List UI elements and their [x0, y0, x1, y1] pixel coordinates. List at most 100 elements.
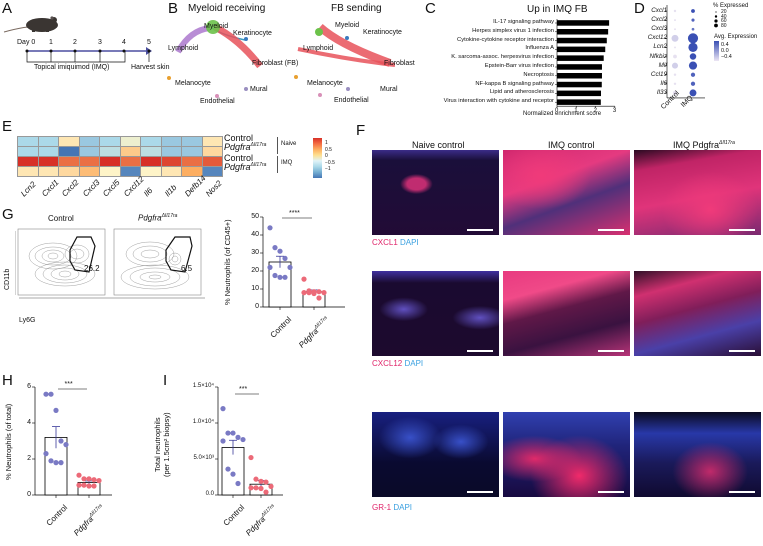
- harvest-label: Harvest skin: [131, 64, 170, 71]
- f-stain-label-cxcl12: CXCL12 DAPI: [372, 359, 424, 368]
- e-colorbar: [313, 138, 322, 178]
- panel-d-label: D: [634, 0, 645, 17]
- d-gene-label: Mif: [658, 61, 667, 69]
- e-group-naive: Naive: [281, 141, 297, 147]
- c-category-label: Virus interaction with cytokine and rece…: [443, 98, 554, 105]
- c-x-axis-label: Normalized enrichment score: [523, 111, 602, 117]
- g-flow-plots: [15, 228, 205, 299]
- e-column-label: Il1b: [162, 182, 178, 199]
- d-dot-plot: % Expressed 20 40 60 80 Avg. Expression …: [630, 0, 763, 122]
- panel-b-label: B: [168, 0, 179, 17]
- f-image-cxcl12-imq-control: [503, 271, 630, 356]
- e-column-label: Lcn2: [19, 179, 38, 199]
- e-heatmap-cell: [99, 166, 121, 177]
- g-gate-value-pdgfra: 6.5: [181, 264, 193, 273]
- panel-i-label: I: [163, 372, 168, 389]
- y-tick-label: 6: [27, 383, 31, 390]
- c-category-label: Epstein-Barr virus infection: [484, 63, 554, 69]
- d-size-60: 60: [721, 18, 727, 24]
- e-column-label: Cxcl1: [39, 177, 61, 199]
- d-size-legend-title: % Expressed: [713, 3, 749, 9]
- scale-bar: [729, 350, 755, 352]
- f-stain-label-gr1: GR-1 DAPI: [372, 503, 413, 512]
- e-column-label: Nos2: [203, 178, 224, 199]
- y-axis-label: % Neutrophils (of CD45+): [223, 219, 232, 305]
- h-bar-chart: 0 2 4 6 Control PdgfraΔIl17ra ***% Neutrophils…: [0, 375, 150, 546]
- c-category-label: K. sarcoma-assoc. herpesvirus infection: [451, 54, 554, 61]
- b-node-endothelial-right: Endothelial: [334, 97, 369, 104]
- y-tick-label: 10: [251, 285, 259, 292]
- significance-label: ***: [239, 386, 248, 393]
- e-column-label: Cxcl12: [121, 174, 146, 199]
- e-column-label: Defb14: [183, 173, 208, 199]
- scale-bar: [598, 229, 624, 231]
- d-color-hi: 0.4: [721, 42, 729, 48]
- y-tick-label: 50: [251, 213, 259, 220]
- f-image-gr1-imq-control: [503, 412, 630, 497]
- d-gene-label: Ccl19: [650, 70, 667, 78]
- day-label-1: 1: [49, 39, 53, 46]
- g-flow-title-control: Control: [48, 214, 74, 223]
- y-tick-label: 40: [251, 231, 259, 238]
- y-tick-label: 20: [251, 267, 259, 274]
- b-node-mural-left: Mural: [250, 86, 268, 93]
- f-image-gr1-imq-pdgfra: [634, 412, 761, 497]
- e-heatmap-cell: [78, 166, 100, 177]
- panel-g-label: G: [2, 206, 14, 223]
- f-image-cxcl1-naive-control: [372, 150, 499, 235]
- scale-bar: [598, 491, 624, 493]
- e-heatmap-cell: [37, 166, 59, 177]
- d-gene-label: Il6: [660, 79, 667, 87]
- scale-bar: [729, 229, 755, 231]
- f-image-gr1-naive-control: [372, 412, 499, 497]
- y-tick-label: 2: [27, 455, 31, 462]
- d-gene-label: Cxcl1: [651, 7, 667, 14]
- i-bar-chart: 0.0 5.0×10³ 1.0×10⁴ 1.5×10⁴ Control PdgfraΔIl…: [145, 375, 355, 546]
- panel-a-label: A: [2, 0, 13, 17]
- d-color-lo: −0.4: [721, 54, 732, 60]
- e-heatmap-cell: [58, 166, 80, 177]
- y-tick-label: 1.0×10⁴: [192, 419, 214, 425]
- b-node-myeloid-right: Myeloid: [335, 22, 360, 29]
- panel-b-network: [167, 20, 396, 98]
- d-color-mid: 0.0: [721, 48, 729, 54]
- f-image-cxcl1-imq-pdgfra: [634, 150, 761, 235]
- y-tick-label: 4: [27, 419, 31, 426]
- e-heatmap-cell: [160, 166, 182, 177]
- b-node-melanocyte-right: Melanocyte: [307, 80, 343, 87]
- c-x-tick: 0: [555, 108, 559, 115]
- e-column-label: Cxcl2: [60, 177, 81, 199]
- c-category-label: IL-17 signaling pathway: [493, 19, 554, 25]
- y-axis-label: % Neutrophils (of total): [4, 403, 13, 480]
- d-gene-label: Cxcl2: [651, 16, 667, 24]
- c-bar-chart: Normalized enrichment score IL-17 signal…: [420, 17, 620, 121]
- d-gene-label: Cxcl12: [647, 34, 667, 42]
- d-size-40: 40: [721, 13, 727, 20]
- e-heatmap-cell: [201, 166, 223, 177]
- e-row-pdgfra-naive: PdgfraΔIl17ra: [224, 142, 267, 152]
- panel-e-label: E: [2, 118, 13, 135]
- y-tick-label: 0: [27, 491, 31, 498]
- mouse-icon: [3, 16, 58, 33]
- day-label-5: 5: [147, 39, 151, 46]
- c-category-label: NF-kappa B signaling pathway: [475, 80, 554, 87]
- d-gene-label: Nfkbiz: [649, 52, 668, 60]
- g-y-axis-label: CD11b: [4, 268, 11, 290]
- e-heatmap: [17, 136, 223, 177]
- day-label-0: Day 0: [17, 39, 36, 46]
- scale-bar: [729, 491, 755, 493]
- g-gate-value-control: 26.2: [84, 264, 100, 273]
- c-category-label: Necroptosis: [523, 71, 554, 78]
- panel-h-label: H: [2, 372, 13, 389]
- f-col-title-imq-pdgfra: IMQ PdgfraΔIl17ra: [673, 140, 735, 150]
- g-bar-chart: 0 10 20 30 40 50 Control PdgfraΔIl17ra ****% Neu…: [215, 205, 355, 355]
- c-x-tick: 1: [574, 108, 578, 115]
- d-color-legend-title: Avg. Expression: [714, 34, 758, 40]
- f-stain-label-cxcl1: CXCL1 DAPI: [372, 238, 419, 247]
- e-row-control-naive: Control: [224, 133, 254, 143]
- f-image-cxcl12-imq-pdgfra: [634, 271, 761, 356]
- c-x-tick: 3: [612, 108, 617, 115]
- e-heatmap-cell: [140, 166, 162, 177]
- b-node-lymphoid-right: Lymphoid: [303, 45, 334, 52]
- f-image-cxcl12-naive-control: [372, 271, 499, 356]
